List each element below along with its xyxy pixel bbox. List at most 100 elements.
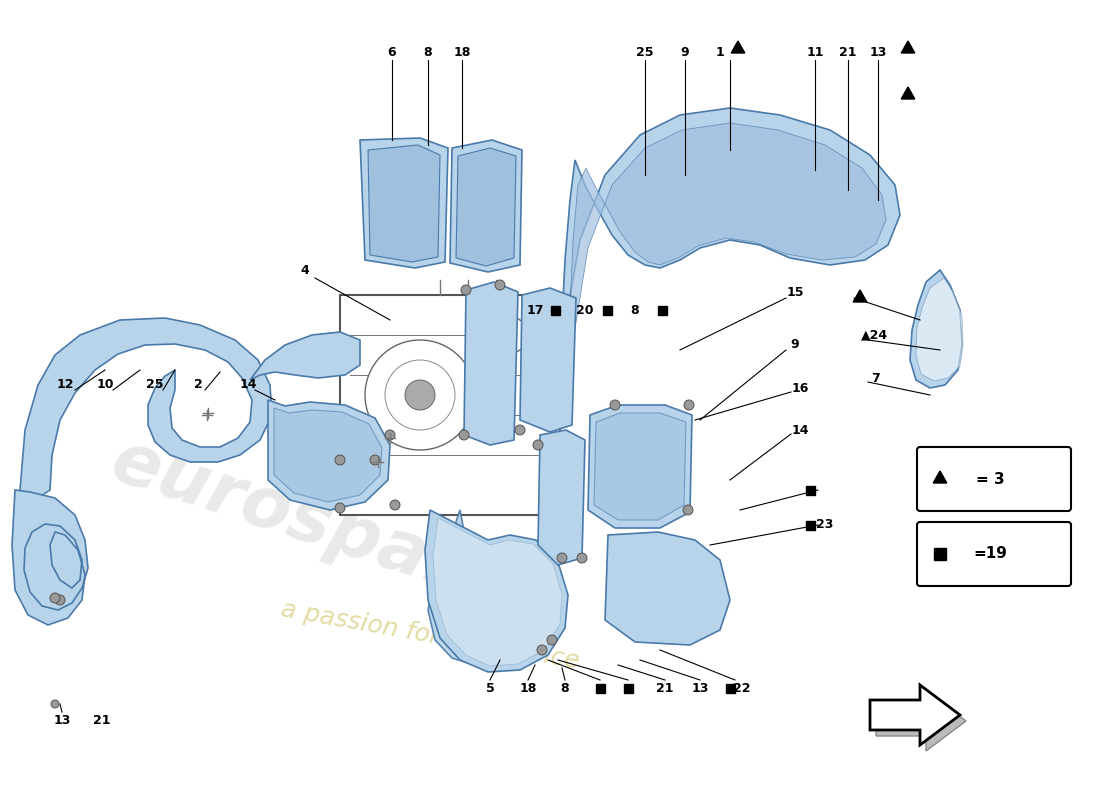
- Text: 21: 21: [94, 714, 111, 726]
- Circle shape: [578, 553, 587, 563]
- Text: 8: 8: [561, 682, 570, 694]
- Circle shape: [547, 635, 557, 645]
- Polygon shape: [433, 518, 562, 666]
- Text: 12: 12: [56, 378, 74, 391]
- Polygon shape: [901, 87, 915, 99]
- Bar: [603, 306, 612, 314]
- Text: 1: 1: [716, 46, 725, 58]
- Circle shape: [557, 553, 566, 563]
- Text: 10: 10: [97, 378, 113, 391]
- Text: 14: 14: [240, 378, 256, 391]
- Circle shape: [50, 593, 60, 603]
- Polygon shape: [570, 123, 886, 380]
- Circle shape: [683, 505, 693, 515]
- Polygon shape: [368, 145, 440, 262]
- Text: 16: 16: [791, 382, 808, 394]
- Polygon shape: [594, 413, 686, 520]
- Circle shape: [390, 500, 400, 510]
- Polygon shape: [732, 41, 745, 53]
- Polygon shape: [876, 691, 966, 751]
- Bar: [934, 548, 946, 560]
- Text: 25: 25: [636, 46, 653, 58]
- Text: 13: 13: [691, 682, 708, 694]
- Text: 17: 17: [526, 303, 543, 317]
- Bar: [550, 306, 560, 314]
- Text: 23: 23: [816, 518, 834, 531]
- Polygon shape: [538, 430, 585, 565]
- Polygon shape: [20, 318, 272, 500]
- Text: 15: 15: [786, 286, 804, 298]
- Text: 2: 2: [194, 378, 202, 391]
- Circle shape: [684, 400, 694, 410]
- Text: 13: 13: [869, 46, 887, 58]
- Polygon shape: [854, 290, 867, 302]
- Polygon shape: [340, 295, 560, 515]
- Polygon shape: [901, 41, 915, 53]
- Text: 5: 5: [485, 682, 494, 694]
- Text: ▲24: ▲24: [861, 329, 889, 342]
- Text: 11: 11: [806, 46, 824, 58]
- Text: 18: 18: [519, 682, 537, 694]
- Polygon shape: [520, 288, 576, 432]
- Text: 14: 14: [791, 423, 808, 437]
- Text: 20: 20: [576, 303, 594, 317]
- Text: = 3: = 3: [976, 471, 1004, 486]
- Circle shape: [370, 455, 379, 465]
- Text: =19: =19: [974, 546, 1006, 562]
- Circle shape: [51, 700, 59, 708]
- Polygon shape: [360, 138, 448, 268]
- Circle shape: [405, 380, 435, 410]
- Polygon shape: [464, 282, 518, 445]
- Polygon shape: [933, 471, 947, 483]
- Polygon shape: [12, 490, 88, 625]
- Polygon shape: [450, 140, 522, 272]
- Polygon shape: [274, 408, 382, 502]
- Polygon shape: [268, 400, 390, 510]
- Text: 9: 9: [791, 338, 800, 351]
- Polygon shape: [916, 278, 962, 381]
- Circle shape: [459, 430, 469, 440]
- Polygon shape: [425, 510, 568, 672]
- Bar: [624, 683, 632, 693]
- Polygon shape: [870, 685, 960, 745]
- FancyBboxPatch shape: [917, 447, 1071, 511]
- Circle shape: [336, 503, 345, 513]
- Polygon shape: [428, 510, 540, 665]
- Text: 21: 21: [839, 46, 857, 58]
- Text: 6: 6: [387, 46, 396, 58]
- Text: 4: 4: [300, 263, 309, 277]
- Circle shape: [385, 430, 395, 440]
- Circle shape: [336, 455, 345, 465]
- Text: 22: 22: [734, 682, 750, 694]
- Bar: [805, 486, 814, 494]
- Bar: [805, 521, 814, 530]
- Text: 9: 9: [681, 46, 690, 58]
- Polygon shape: [605, 532, 730, 645]
- Polygon shape: [560, 108, 900, 390]
- Text: 13: 13: [53, 714, 70, 726]
- Circle shape: [515, 425, 525, 435]
- Bar: [658, 306, 667, 314]
- Text: 8: 8: [630, 303, 639, 317]
- FancyBboxPatch shape: [917, 522, 1071, 586]
- Text: 8: 8: [424, 46, 432, 58]
- Circle shape: [55, 595, 65, 605]
- Circle shape: [534, 440, 543, 450]
- Circle shape: [610, 400, 620, 410]
- Circle shape: [365, 340, 475, 450]
- Text: 18: 18: [453, 46, 471, 58]
- Polygon shape: [588, 405, 692, 528]
- Circle shape: [495, 280, 505, 290]
- Text: 21: 21: [657, 682, 673, 694]
- Circle shape: [492, 317, 528, 353]
- Circle shape: [537, 645, 547, 655]
- Text: 25: 25: [146, 378, 164, 391]
- Bar: [595, 683, 605, 693]
- Polygon shape: [910, 270, 962, 388]
- Polygon shape: [250, 332, 360, 380]
- Text: 7: 7: [870, 371, 879, 385]
- Circle shape: [461, 285, 471, 295]
- Bar: [726, 683, 735, 693]
- Text: eurospares: eurospares: [102, 426, 558, 634]
- Text: a passion for excellence: a passion for excellence: [279, 597, 581, 673]
